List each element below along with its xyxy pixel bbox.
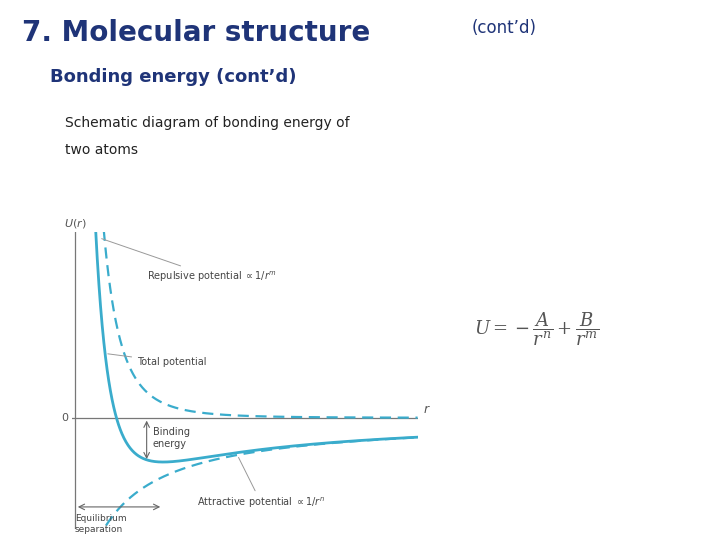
- Text: 7. Molecular structure: 7. Molecular structure: [22, 19, 370, 47]
- Text: Total potential: Total potential: [108, 354, 207, 367]
- Text: $U = -\dfrac{A}{r^n} + \dfrac{B}{r^m}$: $U = -\dfrac{A}{r^n} + \dfrac{B}{r^m}$: [474, 310, 599, 348]
- Text: Attractive potential $\propto 1/r^n$: Attractive potential $\propto 1/r^n$: [197, 457, 325, 510]
- Text: two atoms: two atoms: [65, 143, 138, 157]
- Text: (cont’d): (cont’d): [472, 19, 536, 37]
- Text: 0: 0: [61, 413, 68, 423]
- Text: $r$: $r$: [423, 403, 431, 416]
- Text: $U(r)$: $U(r)$: [64, 217, 86, 231]
- Text: Bonding energy (cont’d): Bonding energy (cont’d): [50, 68, 297, 85]
- Text: Repulsive potential $\propto 1/r^m$: Repulsive potential $\propto 1/r^m$: [102, 239, 277, 284]
- Text: Equilibrium
separation: Equilibrium separation: [75, 514, 127, 534]
- Text: Schematic diagram of bonding energy of: Schematic diagram of bonding energy of: [65, 116, 349, 130]
- Text: Binding
energy: Binding energy: [153, 427, 189, 449]
